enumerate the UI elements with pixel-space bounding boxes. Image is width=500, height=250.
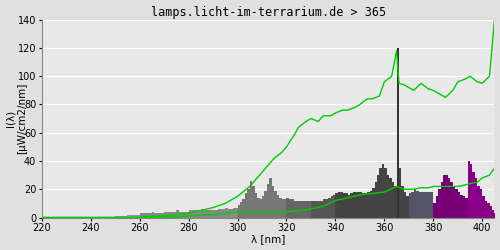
- Y-axis label: I(λ)
[μW/cm2/nm]: I(λ) [μW/cm2/nm]: [6, 83, 27, 154]
- X-axis label: λ [nm]: λ [nm]: [251, 234, 286, 244]
- Title: lamps.licht-im-terrarium.de > 365: lamps.licht-im-terrarium.de > 365: [150, 6, 386, 18]
